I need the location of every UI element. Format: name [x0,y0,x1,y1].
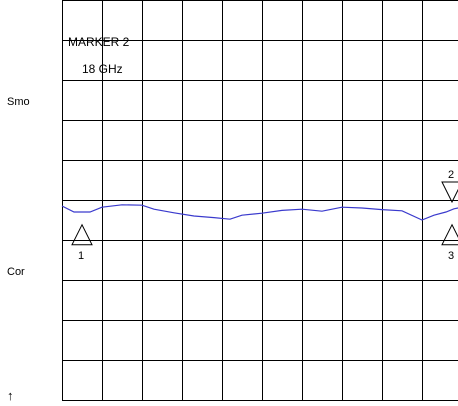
trace-line [61,204,458,221]
marker-triangle-icon [441,223,458,246]
smo-label: Smo [7,96,30,108]
marker-label: 1 [78,250,84,262]
markers-layer: 1 2 3 [71,169,458,262]
marker-readout-name: MARKER 2 [68,35,130,49]
marker-readout-value: 18 GHz [82,62,123,76]
up-arrow-icon: ↑ [7,388,14,403]
marker-triangle-icon [71,223,93,246]
marker-triangle-icon [441,181,458,204]
marker-3: 3 [441,223,458,262]
marker-1: 1 [71,223,93,262]
marker-2: 2 [441,169,458,204]
marker-label: 2 [448,169,454,181]
cor-label: Cor [7,266,25,278]
marker-label: 3 [448,250,454,262]
graticule [62,0,458,401]
